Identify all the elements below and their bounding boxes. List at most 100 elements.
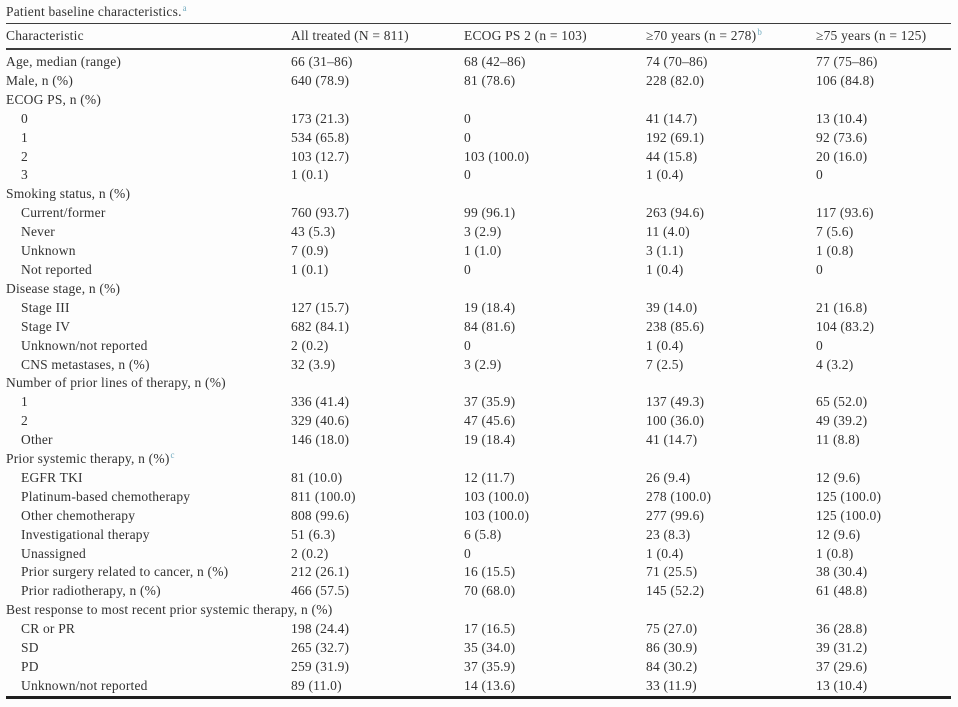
cell-value: 65 (52.0)	[816, 394, 868, 410]
cell-value: 7 (0.9)	[291, 243, 329, 259]
cell-value: 23 (8.3)	[646, 526, 691, 542]
row-label: Other chemotherapy	[21, 507, 136, 523]
section-row: Smoking status, n (%)	[6, 185, 951, 204]
cell-value: 760 (93.7)	[291, 205, 350, 221]
row-label: 2	[21, 413, 28, 429]
cell-value: 212 (26.1)	[291, 564, 350, 580]
row-label: 2	[21, 148, 28, 164]
row-label: Unknown	[21, 243, 76, 259]
column-header-all-treated: All treated (N = 811)	[291, 23, 464, 50]
cell-value: 66 (31–86)	[291, 54, 353, 69]
cell-value: 0	[816, 167, 823, 183]
section-row: ECOG PS, n (%)	[6, 91, 951, 110]
cell-value: 71 (25.5)	[646, 564, 698, 580]
table-row: Never 43 (5.3) 3 (2.9) 11 (4.0) 7 (5.6)	[6, 223, 951, 242]
column-header-characteristic: Characteristic	[6, 23, 291, 50]
footnote-marker-b: b	[757, 26, 763, 37]
cell-value: 7 (2.5)	[646, 356, 684, 372]
header-row: Characteristic All treated (N = 811) ECO…	[6, 23, 951, 50]
cell-value: 278 (100.0)	[646, 488, 712, 504]
table-title-text: Patient baseline characteristics.	[6, 4, 182, 19]
table-row: Stage III 127 (15.7) 19 (18.4) 39 (14.0) 21 …	[6, 299, 951, 318]
cell-value: 43 (5.3)	[291, 224, 336, 240]
cell-value: 39 (31.2)	[816, 640, 868, 656]
cell-value: 125 (100.0)	[816, 488, 882, 504]
cell-value: 103 (100.0)	[464, 488, 530, 504]
cell-value: 13 (10.4)	[816, 677, 868, 693]
table-row: Other 146 (18.0) 19 (18.4) 41 (14.7) 11 (8.8…	[6, 431, 951, 450]
cell-value: 0	[464, 167, 471, 183]
table-row: Platinum-based chemotherapy 811 (100.0) 10…	[6, 488, 951, 507]
cell-value: 12 (11.7)	[464, 469, 515, 485]
cell-value: 0	[464, 337, 471, 353]
row-label: 0	[21, 110, 28, 126]
cell-value: 125 (100.0)	[816, 507, 882, 523]
cell-value: 11 (8.8)	[816, 432, 860, 448]
table-row: Unknown/not reported 89 (11.0) 14 (13.6) 33…	[6, 677, 951, 697]
cell-value: 19 (18.4)	[464, 432, 516, 448]
cell-value: 26 (9.4)	[646, 469, 691, 485]
cell-value: 3 (2.9)	[464, 224, 502, 240]
cell-value: 104 (83.2)	[816, 318, 875, 334]
cell-value: 12 (9.6)	[816, 526, 861, 542]
cell-value: 20 (16.0)	[816, 148, 868, 164]
table-row: Current/former 760 (93.7) 99 (96.1) 263 (94…	[6, 204, 951, 223]
cell-value: 86 (30.9)	[646, 640, 698, 656]
cell-value: 640 (78.9)	[291, 72, 350, 88]
cell-value: 41 (14.7)	[646, 432, 698, 448]
table-body: Age, median (range) 66 (31–86) 68 (42–86) 7…	[6, 49, 951, 697]
cell-value: 173 (21.3)	[291, 110, 350, 126]
table-row: Investigational therapy 51 (6.3) 6 (5.8) 23…	[6, 526, 951, 545]
table-row: Unknown/not reported 2 (0.2) 0 1 (0.4) 0	[6, 337, 951, 356]
table-row: Not reported 1 (0.1) 0 1 (0.4) 0	[6, 261, 951, 280]
cell-value: 13 (10.4)	[816, 110, 868, 126]
cell-value: 0	[464, 545, 471, 561]
cell-value: 2 (0.2)	[291, 545, 329, 561]
row-label: Not reported	[21, 261, 93, 277]
row-label: Prior surgery related to cancer, n (%)	[21, 564, 229, 580]
column-header-ecog-ps2: ECOG PS 2 (n = 103)	[464, 23, 646, 50]
cell-value: 277 (99.6)	[646, 507, 705, 523]
cell-value: 41 (14.7)	[646, 110, 698, 126]
section-row: Disease stage, n (%)	[6, 280, 951, 299]
cell-value: 39 (14.0)	[646, 299, 698, 315]
table-row: Prior surgery related to cancer, n (%) 21…	[6, 563, 951, 582]
cell-value: 103 (12.7)	[291, 148, 350, 164]
cell-value: 263 (94.6)	[646, 205, 705, 221]
table-row: Other chemotherapy 808 (99.6) 103 (100.0) 2…	[6, 507, 951, 526]
cell-value: 37 (35.9)	[464, 659, 516, 674]
cell-value: 84 (30.2)	[646, 659, 698, 674]
cell-value: 70 (68.0)	[464, 583, 516, 599]
table-row: 3 1 (0.1) 0 1 (0.4) 0	[6, 166, 951, 185]
cell-value: 103 (100.0)	[464, 507, 530, 523]
section-row: Number of prior lines of therapy, n (%)	[6, 374, 951, 393]
column-header-ge75-years: ≥75 years (n = 125)	[816, 23, 951, 50]
cell-value: 84 (81.6)	[464, 318, 516, 334]
row-label: ECOG PS, n (%)	[6, 91, 102, 107]
cell-value: 12 (9.6)	[816, 469, 861, 485]
cell-value: 7 (5.6)	[816, 224, 854, 240]
cell-value: 0	[464, 129, 471, 145]
cell-value: 100 (36.0)	[646, 413, 705, 429]
cell-value: 145 (52.2)	[646, 583, 705, 599]
row-label: Smoking status, n (%)	[6, 186, 131, 202]
table-row: 0 173 (21.3) 0 41 (14.7) 13 (10.4)	[6, 110, 951, 129]
cell-value: 2 (0.2)	[291, 337, 329, 353]
table-title: Patient baseline characteristics.a	[6, 2, 951, 23]
row-label: Disease stage, n (%)	[6, 280, 121, 296]
cell-value: 3 (1.1)	[646, 243, 684, 259]
baseline-characteristics-table: Characteristic All treated (N = 811) ECO…	[6, 23, 951, 699]
cell-value: 68 (42–86)	[464, 54, 526, 69]
cell-value: 1 (0.4)	[646, 545, 684, 561]
cell-value: 92 (73.6)	[816, 129, 868, 145]
cell-value: 0	[816, 337, 823, 353]
table-row: SD 265 (32.7) 35 (34.0) 86 (30.9) 39 (31.2)	[6, 639, 951, 658]
table-row: Unassigned 2 (0.2) 0 1 (0.4) 1 (0.8)	[6, 545, 951, 564]
row-label: Unassigned	[21, 545, 86, 561]
cell-value: 89 (11.0)	[291, 677, 342, 693]
cell-value: 0	[816, 261, 823, 277]
footnote-marker-a: a	[182, 2, 187, 13]
cell-value: 44 (15.8)	[646, 148, 698, 164]
cell-value: 36 (28.8)	[816, 621, 868, 637]
